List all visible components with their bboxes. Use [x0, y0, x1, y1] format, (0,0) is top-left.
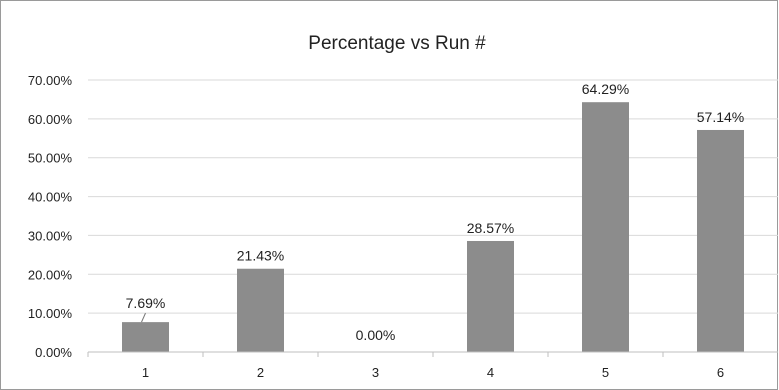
- x-axis-ticks: 1 2 3 4 5 6: [87, 352, 724, 380]
- bar-5: [582, 102, 629, 352]
- y-tick-label: 50.00%: [28, 151, 73, 166]
- gridlines: [88, 79, 778, 314]
- x-tick-label: 3: [372, 365, 379, 380]
- data-label: 21.43%: [237, 248, 284, 264]
- data-label: 7.69%: [126, 295, 166, 311]
- data-label: 28.57%: [467, 220, 514, 236]
- x-tick-label: 6: [717, 365, 724, 380]
- data-label-leader: [141, 312, 146, 323]
- x-tick-label: 1: [142, 365, 149, 380]
- data-labels: 7.69% 21.43% 0.00% 28.57% 64.29% 57.14%: [126, 81, 745, 343]
- bar-1: [122, 322, 169, 352]
- y-tick-label: 40.00%: [28, 190, 73, 205]
- data-label: 0.00%: [356, 327, 396, 343]
- bar-2: [237, 268, 284, 352]
- y-tick-label: 60.00%: [28, 112, 73, 127]
- y-tick-label: 30.00%: [28, 228, 73, 243]
- y-tick-label: 70.00%: [28, 73, 73, 88]
- x-tick-label: 5: [602, 365, 609, 380]
- bar-6: [697, 129, 744, 352]
- bars: [122, 102, 744, 352]
- data-label: 57.14%: [697, 109, 744, 125]
- x-tick-label: 2: [257, 365, 264, 380]
- y-tick-label: 20.00%: [28, 267, 73, 282]
- y-tick-label: 10.00%: [28, 306, 73, 321]
- bar-4: [467, 240, 514, 352]
- x-tick-label: 4: [487, 365, 494, 380]
- chart-title: Percentage vs Run #: [308, 33, 486, 54]
- y-axis-ticks: 0.00% 10.00% 20.00% 30.00% 40.00% 50.00% 60.00…: [28, 73, 73, 360]
- y-tick-label: 0.00%: [35, 345, 72, 360]
- data-label: 64.29%: [582, 81, 629, 97]
